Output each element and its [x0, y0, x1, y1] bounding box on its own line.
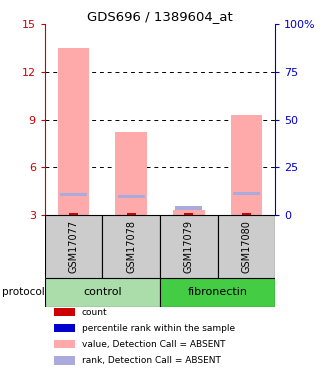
Bar — [218, 215, 275, 278]
Text: percentile rank within the sample: percentile rank within the sample — [82, 324, 235, 333]
Bar — [58, 48, 90, 215]
Text: GSM17077: GSM17077 — [68, 220, 79, 273]
Bar — [60, 193, 87, 196]
Text: GSM17078: GSM17078 — [126, 220, 136, 273]
Bar — [45, 278, 160, 307]
Bar — [69, 213, 78, 215]
Text: fibronectin: fibronectin — [188, 287, 248, 297]
Text: control: control — [83, 287, 122, 297]
Bar — [102, 215, 160, 278]
Bar — [45, 215, 102, 278]
Text: rank, Detection Call = ABSENT: rank, Detection Call = ABSENT — [82, 356, 220, 365]
Bar — [54, 324, 75, 332]
Text: GSM17079: GSM17079 — [184, 220, 194, 273]
Bar — [242, 213, 251, 215]
Bar — [233, 192, 260, 195]
Bar — [115, 132, 147, 215]
Title: GDS696 / 1389604_at: GDS696 / 1389604_at — [87, 10, 233, 23]
Bar — [184, 213, 193, 215]
Bar — [160, 215, 218, 278]
Text: GSM17080: GSM17080 — [241, 220, 252, 273]
Bar — [173, 210, 205, 215]
Bar — [127, 213, 136, 215]
Bar — [230, 115, 262, 215]
Text: count: count — [82, 308, 107, 317]
Bar — [118, 195, 145, 198]
Bar — [54, 340, 75, 348]
Text: value, Detection Call = ABSENT: value, Detection Call = ABSENT — [82, 340, 225, 349]
Bar — [160, 278, 275, 307]
Bar — [54, 308, 75, 316]
Bar — [54, 356, 75, 364]
Text: protocol: protocol — [2, 287, 44, 297]
Bar — [175, 206, 202, 210]
